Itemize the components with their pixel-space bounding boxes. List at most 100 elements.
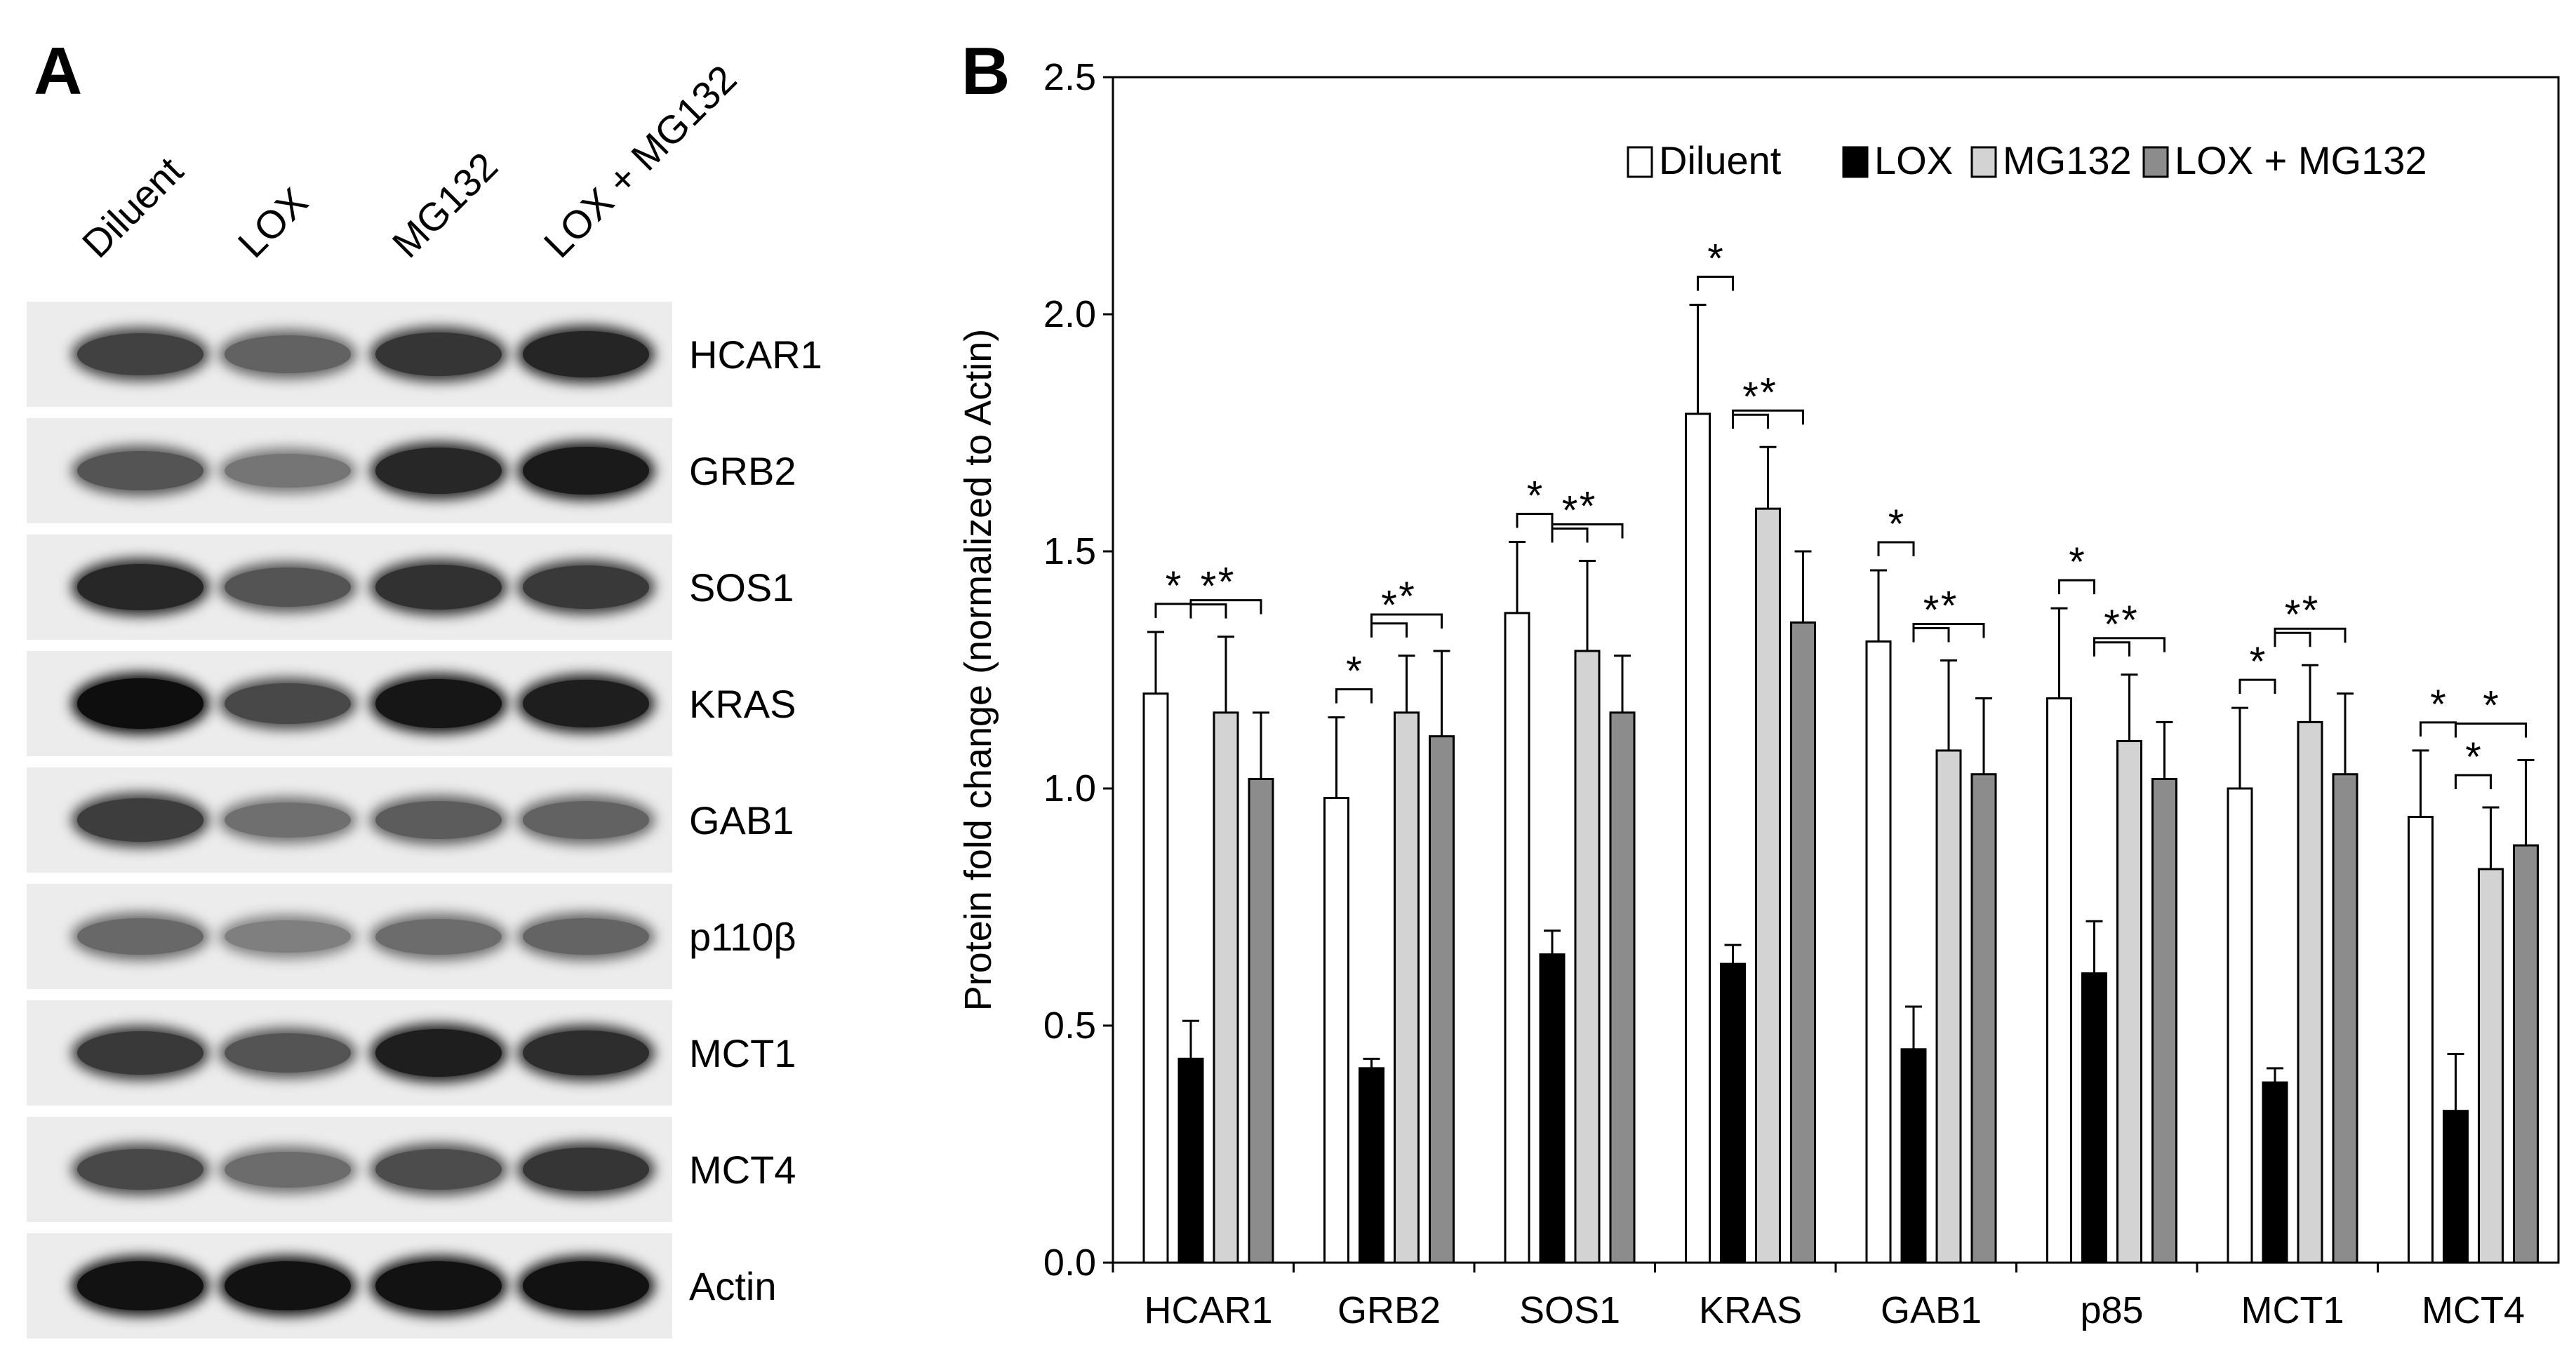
bar — [1755, 507, 1781, 1264]
legend-swatch — [1842, 146, 1869, 178]
significance-star: * — [2250, 639, 2266, 685]
bar — [2046, 697, 2072, 1264]
significance-star: * — [1562, 488, 1578, 534]
bar-chart: 0.0 0.5 1.0 1.5 2.0 2.5 Protein fold change (n… — [957, 56, 2560, 1331]
blot-band — [225, 335, 351, 373]
blot-row — [27, 418, 672, 523]
blot-band — [77, 678, 203, 729]
bar — [1574, 650, 1601, 1264]
significance-star: * — [2121, 598, 2137, 643]
x-tick-label: MCT1 — [2241, 1289, 2344, 1331]
blot-row — [27, 1000, 672, 1106]
bar — [1685, 412, 1711, 1264]
protein-label: HCAR1 — [689, 333, 822, 377]
lane-label-diluent: Diluent — [73, 148, 192, 267]
blot-band — [523, 446, 649, 495]
legend-swatch — [2142, 146, 2169, 178]
protein-label: MCT1 — [689, 1031, 796, 1075]
significance-bracket — [1697, 275, 1734, 291]
blot-band — [375, 565, 502, 610]
significance-bracket — [2093, 637, 2165, 652]
y-tick-label: 1.0 — [1043, 767, 1096, 810]
significance-star: * — [2302, 588, 2318, 633]
protein-label: p110β — [689, 915, 796, 959]
bar — [1970, 773, 1997, 1264]
protein-label: KRAS — [689, 682, 796, 726]
blot-band — [375, 679, 502, 728]
y-tick-label: 0.5 — [1043, 1005, 1096, 1047]
bar — [2297, 720, 2323, 1264]
significance-star: * — [1166, 563, 1182, 609]
bar — [2262, 1081, 2288, 1264]
bar — [2332, 773, 2358, 1264]
significance-star: * — [1580, 484, 1596, 530]
bar — [1394, 711, 1420, 1264]
significance-star: * — [1527, 473, 1543, 518]
blot-band — [225, 1151, 351, 1188]
protein-label: GAB1 — [689, 798, 794, 842]
blot-band — [523, 1261, 649, 1311]
bar — [1359, 1067, 1384, 1264]
blot-row — [27, 767, 672, 873]
significance-star: * — [1923, 587, 1940, 633]
blot-band — [77, 1148, 203, 1190]
x-tick-label: KRAS — [1699, 1289, 1802, 1331]
x-tick-label: MCT4 — [2422, 1289, 2525, 1331]
blot-row — [27, 1233, 672, 1338]
y-tick-label: 1.5 — [1043, 530, 1096, 572]
significance-star: * — [2285, 592, 2301, 638]
significance-bracket — [1516, 512, 1554, 528]
lane-label-mg132: MG132 — [383, 143, 507, 267]
significance-bracket — [1189, 599, 1262, 615]
bar — [1142, 692, 1169, 1264]
bar — [2227, 787, 2253, 1264]
blot-band — [375, 800, 502, 840]
blot-band — [77, 1031, 203, 1075]
significance-star: * — [2069, 539, 2085, 585]
significance-star: * — [2465, 734, 2481, 780]
blot-band — [225, 1261, 351, 1311]
protein-label: GRB2 — [689, 449, 796, 493]
significance-bracket — [2058, 579, 2095, 595]
blot-row — [27, 1117, 672, 1222]
bar — [1900, 1048, 1927, 1264]
bar — [1213, 711, 1239, 1264]
blot-band — [77, 450, 203, 490]
blot-band — [225, 1033, 351, 1073]
blot-band — [523, 918, 649, 955]
blot-band — [523, 1030, 649, 1076]
significance-bracket — [2238, 678, 2276, 694]
bar — [2081, 972, 2107, 1264]
significance-star: * — [1381, 583, 1397, 629]
bar — [1429, 735, 1455, 1264]
x-tick-label: GRB2 — [1337, 1289, 1441, 1331]
legend-swatch — [1627, 146, 1653, 178]
significance-bracket — [2455, 722, 2527, 738]
x-tick-label: GAB1 — [1881, 1289, 1982, 1331]
x-tick-label: p85 — [2080, 1289, 2143, 1331]
bar — [2513, 844, 2539, 1264]
legend-swatch — [1970, 146, 1997, 178]
x-tick-label: HCAR1 — [1144, 1289, 1272, 1331]
blot-band — [523, 330, 649, 378]
bar — [1539, 953, 1566, 1264]
blot-band — [523, 1147, 649, 1192]
bar — [1609, 711, 1636, 1264]
significance-star: * — [1201, 564, 1217, 610]
significance-bracket — [2455, 774, 2492, 790]
blot-band — [225, 920, 351, 953]
blot-row — [27, 535, 672, 640]
blot-band — [375, 1261, 502, 1311]
blot-band — [523, 565, 649, 609]
significance-star: * — [1707, 236, 1723, 281]
legend-label: LOX — [1874, 138, 1953, 182]
bar — [2116, 739, 2142, 1264]
significance-bracket — [1877, 541, 1915, 557]
blot-band — [77, 798, 203, 842]
y-axis-label: Protein fold change (normalized to Actin… — [957, 329, 999, 1012]
protein-label: SOS1 — [689, 565, 794, 610]
significance-star: * — [1760, 370, 1776, 415]
significance-star: * — [1346, 649, 1362, 694]
blot-band — [375, 1029, 502, 1077]
significance-star: * — [1399, 574, 1415, 619]
